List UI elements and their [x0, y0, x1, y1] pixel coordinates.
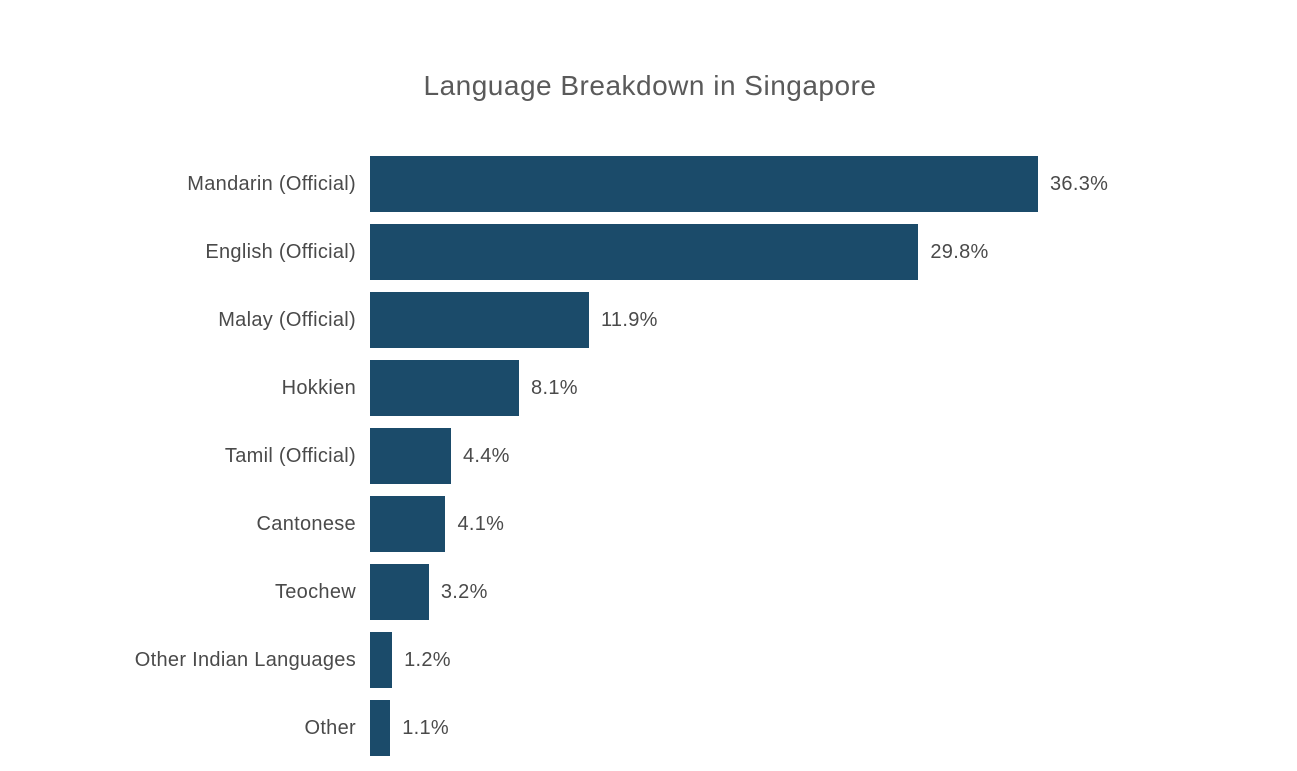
bar-row: English (Official) 29.8%: [100, 218, 1200, 286]
bar-label: Hokkien: [100, 377, 370, 400]
bar-track: 29.8%: [370, 218, 1200, 286]
bar: [370, 428, 451, 484]
bar-value: 11.9%: [589, 309, 658, 332]
bar-row: Other Indian Languages 1.2%: [100, 626, 1200, 694]
bar-row: Cantonese 4.1%: [100, 490, 1200, 558]
bar-track: 11.9%: [370, 286, 1200, 354]
bar: [370, 700, 390, 756]
bar-row: Tamil (Official) 4.4%: [100, 422, 1200, 490]
bar-label: Other: [100, 717, 370, 740]
bar-row: Teochew 3.2%: [100, 558, 1200, 626]
bar-track: 8.1%: [370, 354, 1200, 422]
bar: [370, 360, 519, 416]
chart-title: Language Breakdown in Singapore: [100, 70, 1200, 102]
bar: [370, 496, 445, 552]
bar-track: 1.2%: [370, 626, 1200, 694]
bar-track: 4.4%: [370, 422, 1200, 490]
bar-value: 36.3%: [1038, 173, 1108, 196]
bar-value: 1.1%: [390, 717, 449, 740]
bar-row: Hokkien 8.1%: [100, 354, 1200, 422]
bar-row: Mandarin (Official) 36.3%: [100, 150, 1200, 218]
bar-value: 29.8%: [918, 241, 988, 264]
bar-value: 8.1%: [519, 377, 578, 400]
language-chart: Language Breakdown in Singapore Mandarin…: [100, 70, 1200, 762]
bar-label: Malay (Official): [100, 309, 370, 332]
bar-track: 36.3%: [370, 150, 1200, 218]
bar-value: 3.2%: [429, 581, 488, 604]
bar-track: 1.1%: [370, 694, 1200, 762]
bar: [370, 564, 429, 620]
bar-value: 4.4%: [451, 445, 510, 468]
bar-row: Other 1.1%: [100, 694, 1200, 762]
bar-label: Tamil (Official): [100, 445, 370, 468]
bar-track: 3.2%: [370, 558, 1200, 626]
bar: [370, 632, 392, 688]
bar-value: 1.2%: [392, 649, 451, 672]
chart-bars: Mandarin (Official) 36.3% English (Officia…: [100, 150, 1200, 762]
bar-label: Other Indian Languages: [100, 649, 370, 672]
bar-track: 4.1%: [370, 490, 1200, 558]
bar: [370, 156, 1038, 212]
bar-value: 4.1%: [445, 513, 504, 536]
bar-label: Teochew: [100, 581, 370, 604]
bar-label: Mandarin (Official): [100, 173, 370, 196]
bar: [370, 292, 589, 348]
bar-label: Cantonese: [100, 513, 370, 536]
bar-row: Malay (Official) 11.9%: [100, 286, 1200, 354]
bar-label: English (Official): [100, 241, 370, 264]
bar: [370, 224, 918, 280]
